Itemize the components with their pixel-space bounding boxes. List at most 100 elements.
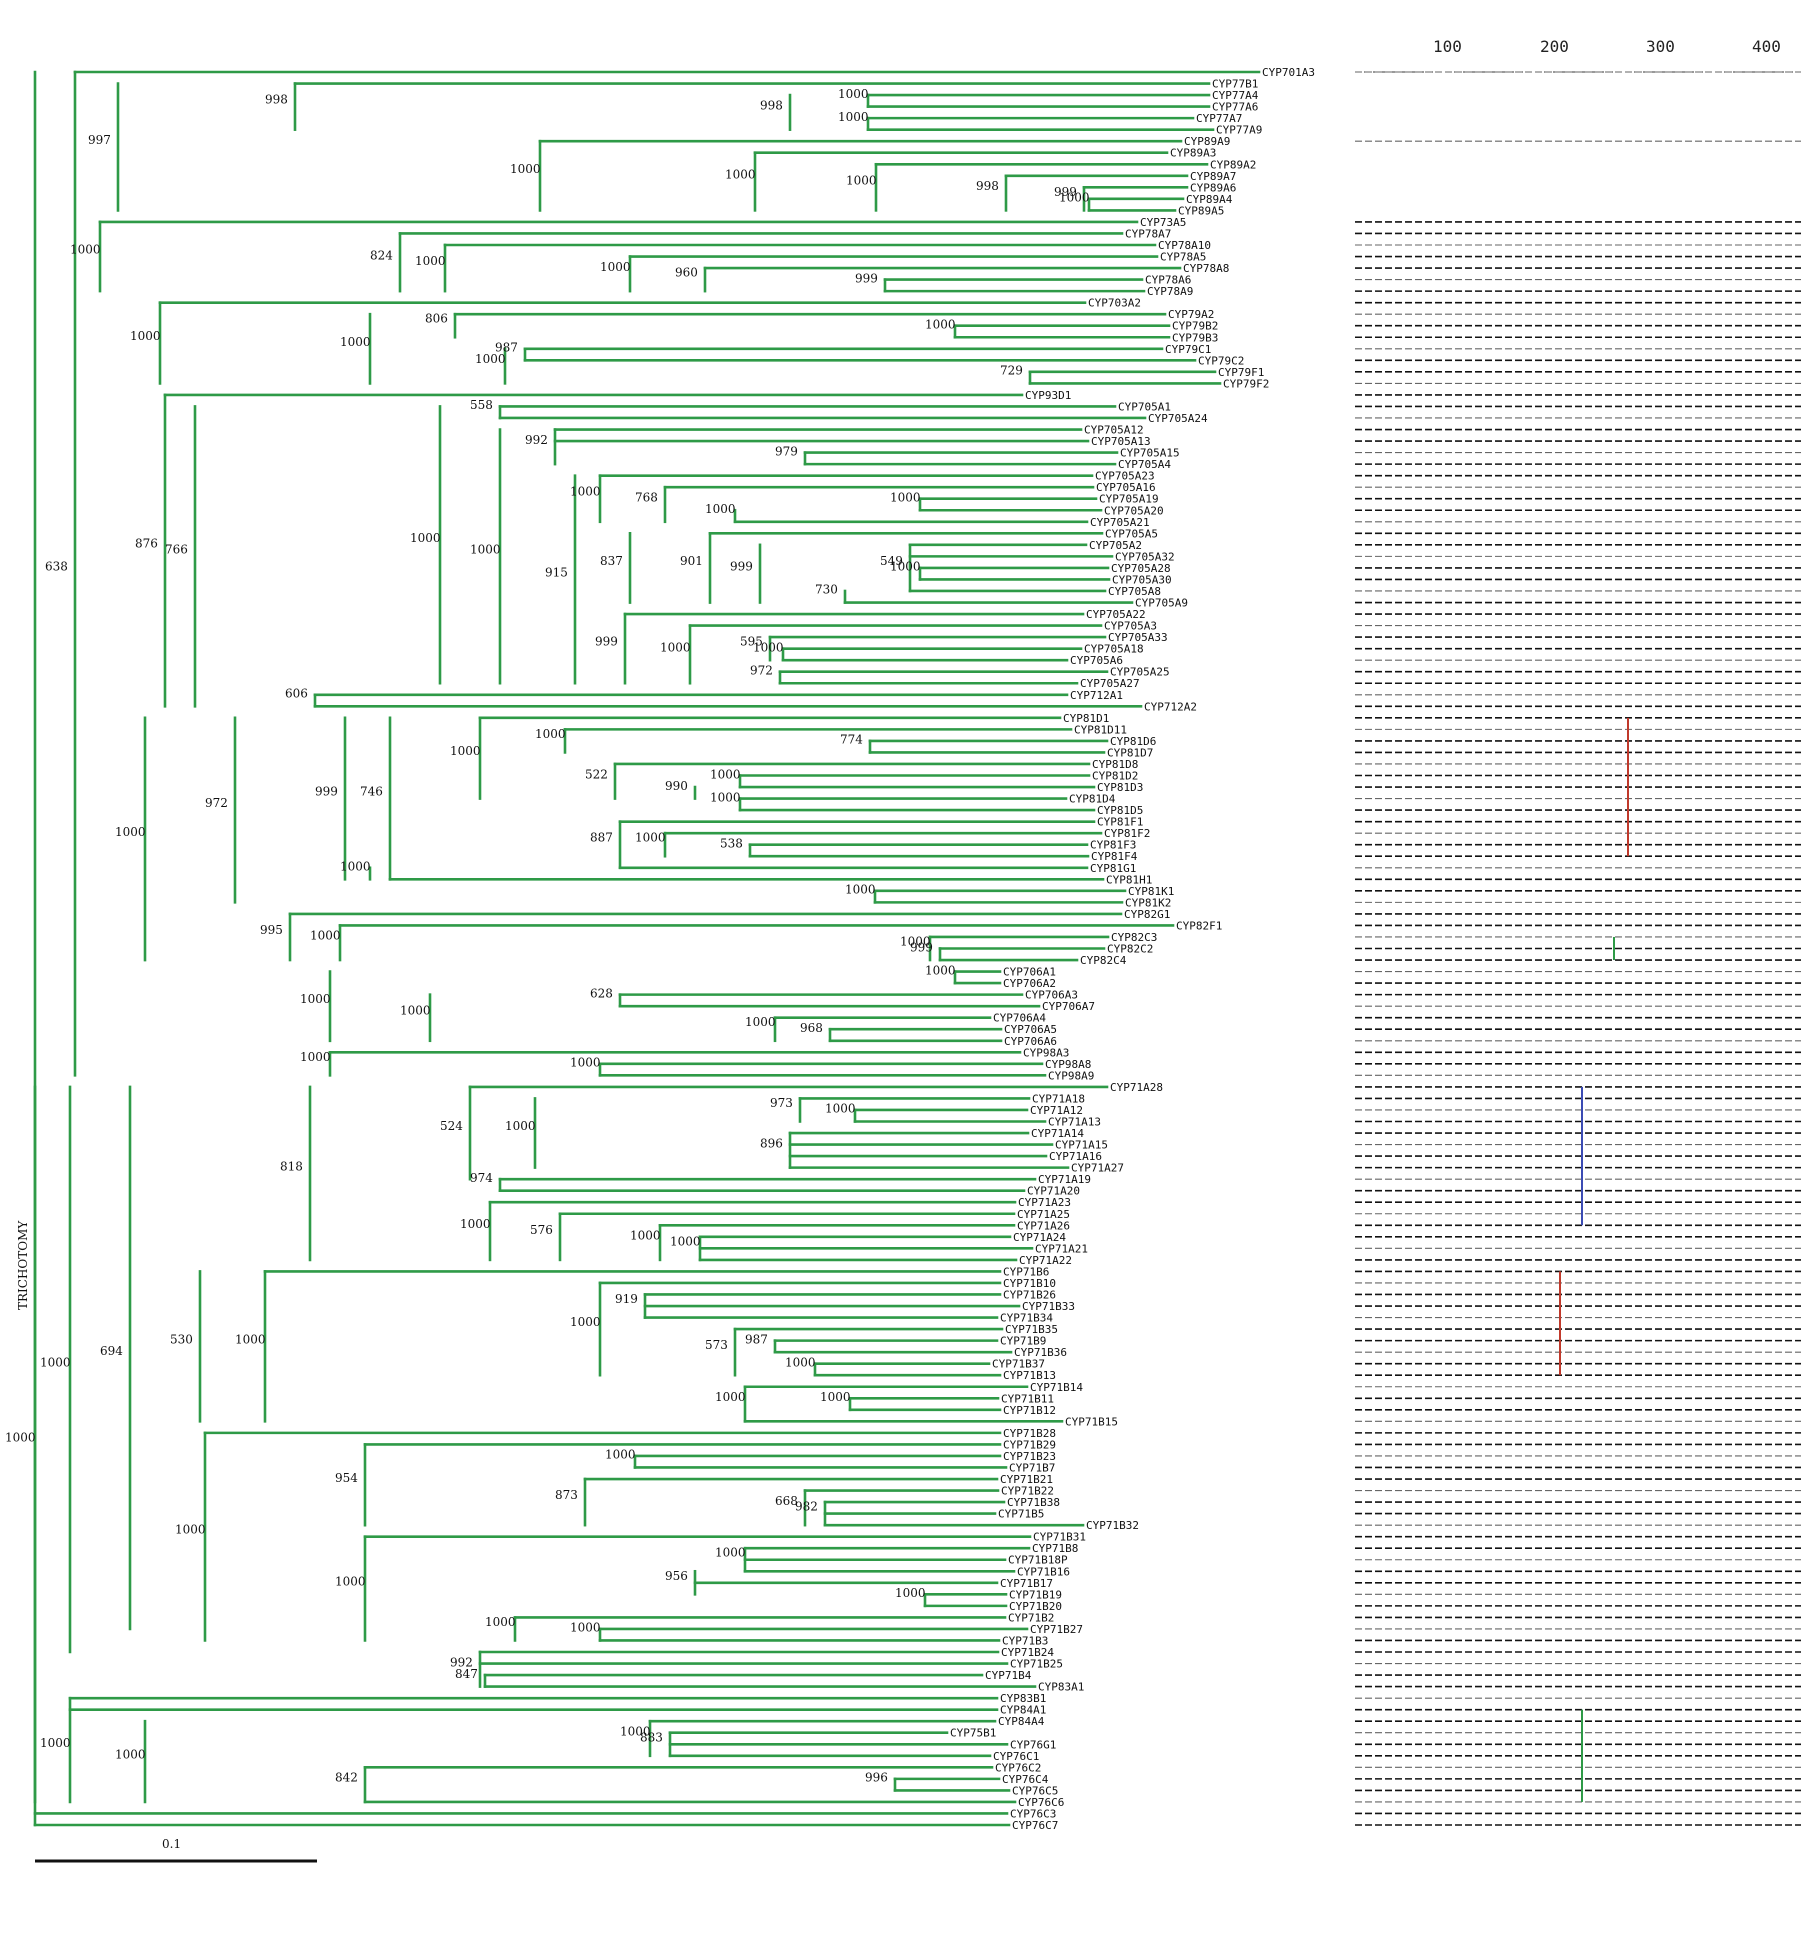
leaf-label: CYP79F1 [1218, 366, 1264, 379]
leaf-label: CYP705A23 [1095, 470, 1155, 483]
bootstrap-value: 768 [635, 490, 658, 504]
leaf-label: CYP71A19 [1038, 1173, 1091, 1186]
leaf-label: CYP71A26 [1017, 1219, 1070, 1232]
leaf-label: CYP705A12 [1084, 424, 1144, 437]
bootstrap-value: 1000 [845, 883, 876, 897]
leaf-label: CYP71B4 [985, 1669, 1032, 1682]
leaf-label: CYP705A1 [1118, 400, 1171, 413]
bootstrap-value: 1000 [670, 1234, 701, 1248]
bootstrap-value: 968 [800, 1021, 823, 1035]
leaf-label: CYP76C7 [1012, 1819, 1058, 1832]
bootstrap-value: 1000 [400, 1004, 431, 1018]
bootstrap-value: 901 [680, 554, 703, 568]
bootstrap-value: 847 [455, 1667, 478, 1681]
leaf-label: CYP71B13 [1003, 1369, 1056, 1382]
leaf-label: CYP76G1 [1010, 1738, 1056, 1751]
leaf-label: CYP77A7 [1196, 112, 1242, 125]
leaf-label: CYP71A22 [1019, 1254, 1072, 1267]
bootstrap-value: 1000 [340, 335, 371, 349]
leaf-label: CYP71B2 [1008, 1611, 1054, 1624]
leaf-label: CYP705A6 [1070, 654, 1123, 667]
leaf-label: CYP705A4 [1118, 458, 1171, 471]
leaf-label: CYP71A27 [1071, 1162, 1124, 1175]
bootstrap-value: 982 [795, 1500, 818, 1514]
bootstrap-value: 999 [910, 940, 933, 954]
bootstrap-value: 1000 [40, 1355, 71, 1369]
leaf-label: CYP78A6 [1145, 274, 1191, 287]
bootstrap-value: 995 [260, 923, 283, 937]
bootstrap-value: 1000 [470, 542, 501, 556]
bootstrap-value: 998 [760, 98, 783, 112]
bootstrap-value: 1000 [40, 1736, 71, 1750]
axis-tick-label: 100 [1433, 37, 1462, 56]
bootstrap-value: 1000 [715, 1390, 746, 1404]
leaf-label: CYP81D2 [1092, 770, 1138, 783]
scale-bar: 0.1 [35, 1837, 317, 1863]
leaf-label: CYP81D4 [1069, 793, 1116, 806]
leaf-label: CYP76C1 [993, 1750, 1039, 1763]
leaf-label: CYP84A4 [998, 1715, 1045, 1728]
leaf-label: CYP706A1 [1003, 966, 1056, 979]
bootstrap-value: 1000 [785, 1355, 816, 1369]
bootstrap-values: 638 997 998 998 1000 1000 1000 1000 1000 998 999 10… [5, 87, 1090, 1785]
leaf-label: CYP73A5 [1140, 216, 1186, 229]
leaf-label: CYP71A15 [1055, 1139, 1108, 1152]
bootstrap-value: 1000 [753, 640, 784, 654]
leaf-label: CYP705A19 [1099, 493, 1159, 506]
leaf-label: CYP83A1 [1038, 1681, 1084, 1694]
leaf-label: CYP705A25 [1110, 666, 1170, 679]
bootstrap-value: 915 [545, 565, 568, 579]
bootstrap-value: 1000 [335, 1575, 366, 1589]
bootstrap-value: 1000 [570, 1621, 601, 1635]
leaf-label: CYP71B9 [1000, 1335, 1046, 1348]
bootstrap-value: 1000 [485, 1615, 516, 1629]
leaf-label: CYP705A24 [1148, 412, 1208, 425]
leaf-label: CYP81D1 [1063, 712, 1109, 725]
bootstrap-value: 1000 [340, 860, 371, 874]
bootstrap-value: 999 [1054, 185, 1077, 199]
leaf-label: CYP705A18 [1084, 643, 1144, 656]
leaf-label: CYP78A5 [1160, 251, 1206, 264]
bootstrap-value: 919 [615, 1292, 638, 1306]
leaf-label: CYP82C3 [1111, 931, 1157, 944]
bootstrap-value: 956 [665, 1569, 688, 1583]
bootstrap-value: 1000 [410, 531, 441, 545]
bootstrap-value: 954 [335, 1471, 358, 1485]
leaf-label: CYP71B17 [1000, 1577, 1053, 1590]
leaf-label: CYP705A16 [1096, 481, 1156, 494]
leaf-label: CYP705A21 [1090, 516, 1150, 529]
leaf-label: CYP81G1 [1090, 862, 1136, 875]
bootstrap-value: 522 [585, 767, 608, 781]
leaf-label: CYP71A28 [1110, 1081, 1163, 1094]
trichotomy-label: TRICHOTOMY [16, 1220, 30, 1310]
leaf-label: CYP81F1 [1097, 816, 1143, 829]
bootstrap-value: 1000 [838, 110, 869, 124]
bootstrap-value: 999 [730, 560, 753, 574]
bootstrap-value: 1000 [505, 1119, 536, 1133]
leaf-label: CYP71B7 [1009, 1461, 1055, 1474]
bootstrap-value: 549 [880, 554, 903, 568]
leaf-label: CYP705A20 [1104, 504, 1164, 517]
leaf-label: CYP89A4 [1186, 193, 1233, 206]
leaf-label: CYP71B28 [1003, 1427, 1056, 1440]
bootstrap-value: 1000 [475, 352, 506, 366]
bootstrap-value: 974 [470, 1171, 493, 1185]
bootstrap-value: 1000 [660, 640, 691, 654]
bootstrap-value: 1000 [115, 1748, 146, 1762]
leaf-label: CYP71B34 [1000, 1312, 1053, 1325]
leaf-label: CYP82F1 [1176, 919, 1222, 932]
leaf-label: CYP706A7 [1042, 1000, 1095, 1013]
leaf-label: CYP78A8 [1183, 262, 1229, 275]
leaf-label: CYP83B1 [1000, 1692, 1046, 1705]
leaf-label: CYP71B3 [1002, 1634, 1048, 1647]
bootstrap-value: 1000 [635, 831, 666, 845]
bootstrap-value: 576 [530, 1223, 553, 1237]
leaf-label: CYP705A3 [1104, 620, 1157, 633]
bootstrap-value: 979 [775, 444, 798, 458]
bootstrap-value: 1000 [300, 992, 331, 1006]
leaf-label: CYP71A21 [1035, 1242, 1088, 1255]
bootstrap-value: 1000 [600, 260, 631, 274]
bootstrap-value: 999 [595, 635, 618, 649]
bootstrap-value: 1000 [846, 173, 877, 187]
